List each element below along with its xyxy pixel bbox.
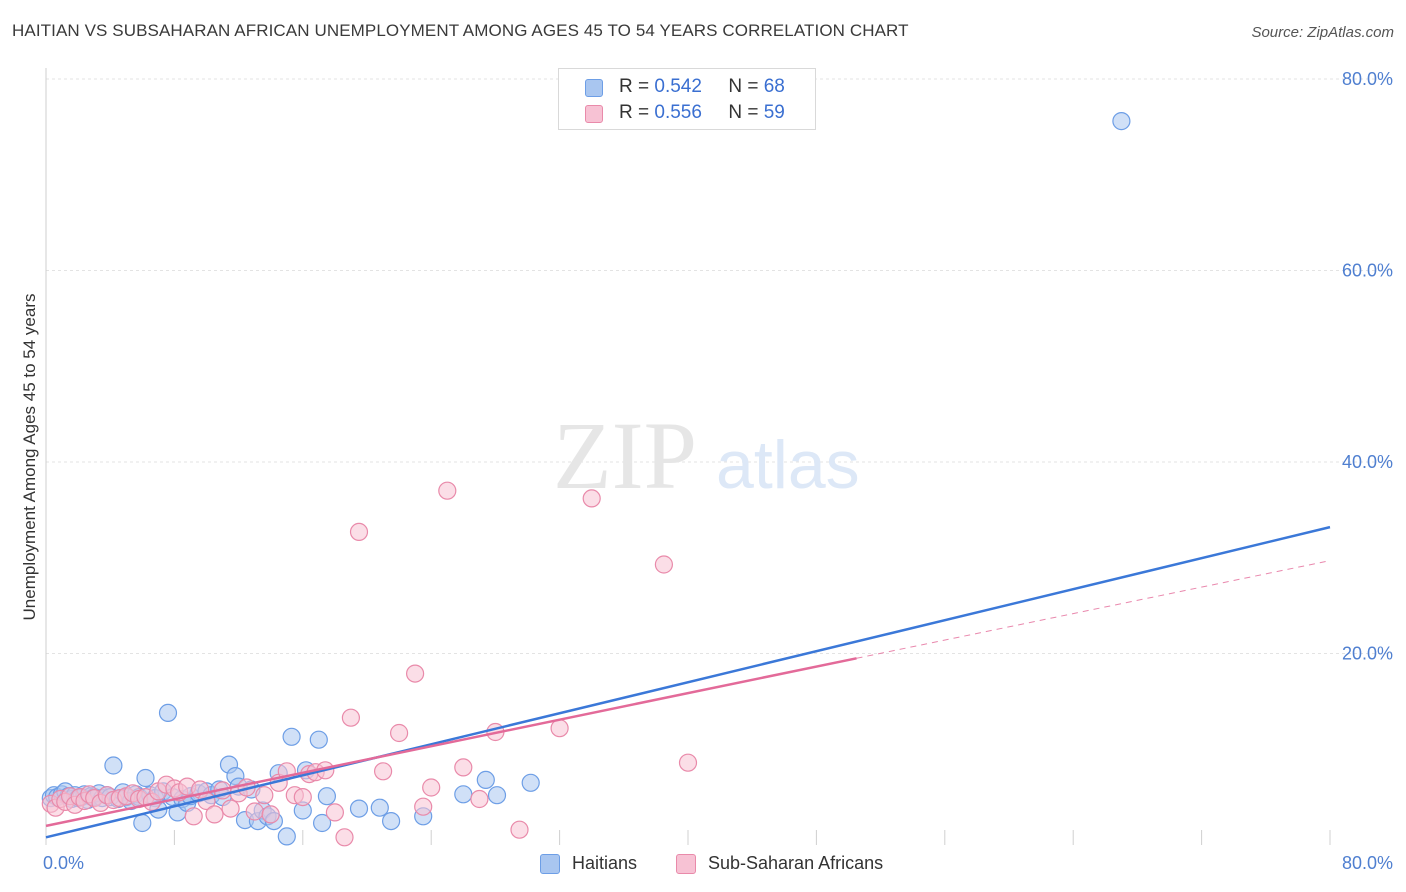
data-point [414, 797, 433, 816]
legend-n-label: N = [728, 76, 759, 97]
x-tick-label: 80.0% [1342, 853, 1393, 873]
data-point [406, 664, 425, 683]
data-point [325, 803, 344, 822]
correlation-legend: R = 0.542 N = 68 R = 0.556 N = 59 [558, 68, 816, 130]
data-point [374, 762, 393, 781]
tick-labels: 20.0% 40.0% 60.0% 80.0% 0.0% 80.0% [43, 69, 1393, 873]
data-point [341, 708, 360, 727]
legend-r-label: R = [619, 102, 650, 123]
data-point [1112, 111, 1131, 131]
data-point [454, 758, 473, 777]
axes [45, 68, 1331, 845]
data-point [255, 786, 274, 805]
data-point [261, 805, 280, 824]
data-point [654, 555, 674, 574]
watermark: ZIP atlas [553, 402, 860, 509]
data-point [317, 787, 336, 806]
data-point [390, 723, 409, 743]
legend-swatch-haitians [585, 79, 603, 97]
data-point [582, 489, 601, 508]
watermark-zip: ZIP [553, 402, 697, 509]
data-point [104, 756, 123, 775]
legend-n-value: 59 [763, 102, 785, 123]
data-point [678, 753, 698, 772]
data-point [136, 768, 155, 788]
y-tick-label: 80.0% [1342, 69, 1393, 89]
data-point [422, 778, 441, 797]
watermark-atlas: atlas [716, 427, 860, 503]
data-point [313, 813, 332, 833]
data-point [470, 789, 489, 809]
legend-r-label: R = [619, 76, 650, 97]
data-point [349, 522, 369, 542]
data-point [476, 770, 495, 790]
data-point [184, 807, 203, 826]
bottom-legend-label: Haitians [572, 853, 638, 873]
data-point [245, 802, 264, 821]
legend-swatch-subsaharan [585, 105, 603, 123]
legend-r-value: 0.556 [654, 102, 702, 123]
legend-n-label: N = [728, 102, 759, 123]
data-point [293, 787, 312, 807]
data-point [335, 828, 354, 847]
y-axis-label: Unemployment Among Ages 45 to 54 years [20, 294, 39, 621]
data-point [510, 820, 529, 839]
trend-line-extension [856, 560, 1331, 659]
x-tick-label: 0.0% [43, 853, 84, 873]
legend-n-value: 68 [763, 76, 785, 97]
data-point [370, 798, 389, 817]
gridlines [46, 78, 1392, 654]
y-tick-label: 20.0% [1342, 644, 1393, 664]
bottom-legend-swatch-subsaharan [676, 854, 696, 874]
y-tick-label: 60.0% [1342, 261, 1393, 281]
series-points-subsaharan [41, 481, 698, 847]
data-point [158, 703, 178, 723]
trend-line-subsaharan [45, 657, 857, 828]
bottom-legend-swatch-haitians [540, 854, 560, 874]
bottom-legend-label: Sub-Saharan Africans [708, 853, 884, 873]
data-point [382, 811, 401, 831]
data-point [349, 799, 369, 818]
data-point [282, 727, 301, 746]
y-tick-label: 40.0% [1342, 452, 1393, 472]
data-point [454, 785, 473, 804]
data-point [487, 786, 507, 805]
data-point [438, 481, 457, 500]
trend-lines [45, 525, 1331, 839]
data-point [205, 805, 224, 824]
data-point [277, 827, 296, 846]
data-point [221, 799, 240, 818]
legend-r-value: 0.542 [654, 76, 702, 97]
data-point [133, 813, 152, 833]
data-point [521, 773, 540, 792]
data-point [309, 730, 328, 749]
source-label: Source: ZipAtlas.com [1251, 24, 1394, 41]
chart-title: HAITIAN VS SUBSAHARAN AFRICAN UNEMPLOYME… [12, 21, 909, 40]
data-point [550, 719, 569, 738]
trend-line-haitians [45, 525, 1331, 839]
